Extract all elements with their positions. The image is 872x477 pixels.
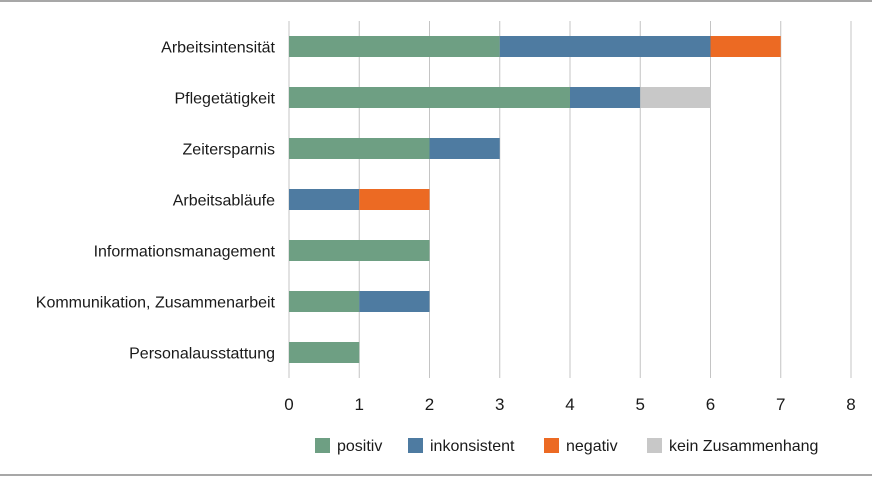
x-tick-label: 0	[284, 395, 293, 414]
legend-label: negativ	[566, 438, 618, 455]
category-label: Personalausstattung	[129, 346, 275, 363]
bar-segment-inkonsistent	[499, 36, 711, 57]
x-tick-label: 4	[565, 395, 574, 414]
x-tick-label: 6	[706, 395, 715, 414]
x-axis-ticks: 0 1 2 3 4 5 6 7 8	[284, 395, 855, 414]
x-tick-label: 7	[776, 395, 785, 414]
category-label: Informationsmanagement	[94, 244, 276, 261]
bar-segment-negativ	[359, 189, 430, 210]
legend-label: positiv	[337, 438, 382, 455]
category-label: Zeitersparnis	[183, 142, 275, 159]
legend-swatch	[647, 438, 662, 453]
x-tick-label: 1	[355, 395, 364, 414]
x-tick-label: 3	[495, 395, 504, 414]
bar-segment-positiv	[289, 36, 500, 57]
x-tick-label: 5	[636, 395, 645, 414]
category-label: Arbeitsabläufe	[173, 193, 275, 210]
bar-segment-inkonsistent	[359, 291, 430, 312]
category-label: Arbeitsintensität	[161, 40, 275, 57]
bar-segment-inkonsistent	[429, 138, 500, 159]
category-label: Kommunikation, Zusammenarbeit	[36, 295, 276, 312]
bar-segment-positiv	[289, 291, 360, 312]
bar-segment-negativ	[710, 36, 781, 57]
bar-segment-positiv	[289, 342, 360, 363]
legend-label: inkonsistent	[430, 438, 515, 455]
legend-swatch	[315, 438, 330, 453]
legend-swatch	[408, 438, 423, 453]
category-label: Pflegetätigkeit	[174, 91, 275, 108]
category-labels: Arbeitsintensität Pflegetätigkeit Zeitersp…	[36, 40, 276, 363]
bar-segment-positiv	[289, 240, 430, 261]
legend-label: kein Zusammenhang	[669, 438, 818, 455]
x-tick-label: 8	[846, 395, 855, 414]
bar-segment-positiv	[289, 87, 570, 108]
bar-segment-inkonsistent	[289, 189, 360, 210]
bar-segment-positiv	[289, 138, 430, 159]
x-tick-label: 2	[425, 395, 434, 414]
bars	[289, 36, 781, 363]
legend: positiv inkonsistent negativ kein Zusammenh…	[315, 438, 818, 455]
bar-segment-inkonsistent	[570, 87, 641, 108]
bar-segment-kein-zusammenhang	[640, 87, 711, 108]
legend-swatch	[544, 438, 559, 453]
